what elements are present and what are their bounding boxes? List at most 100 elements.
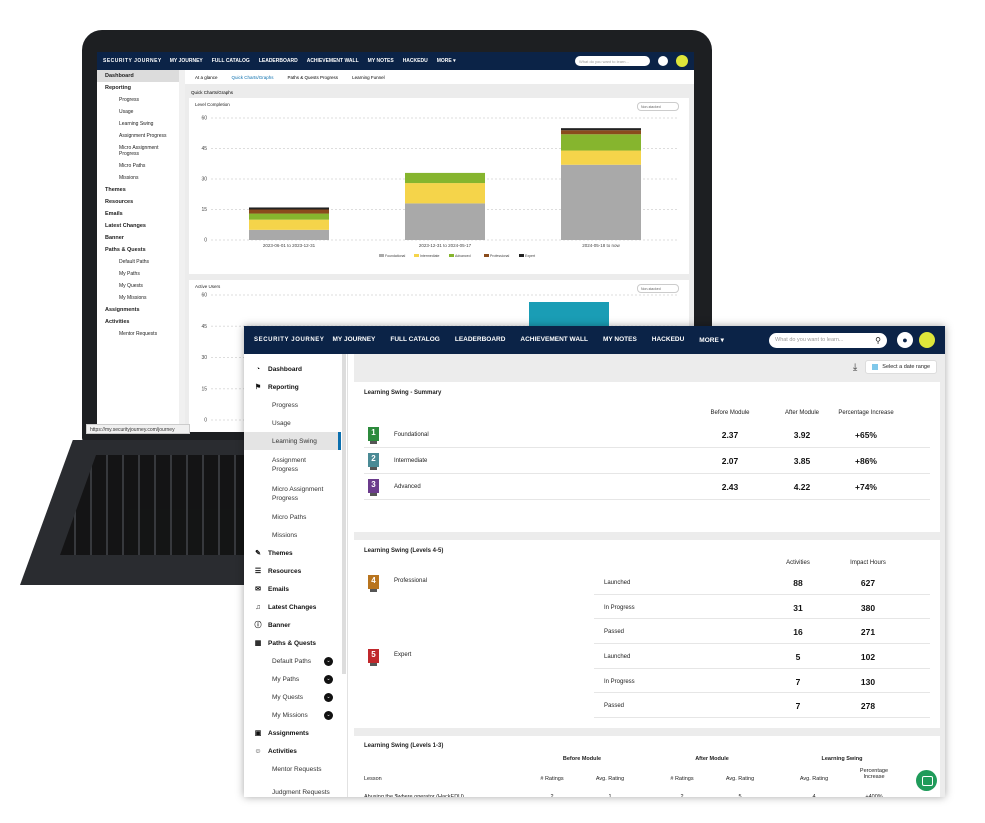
x-tick-label: 2023-06-01 to 2023-12-31 [263, 243, 316, 248]
level-completion-dropdown[interactable]: Non-stacked [637, 102, 679, 111]
laptop-sidebar-item[interactable]: Activities [105, 319, 130, 325]
summary-before: 2.07 [721, 456, 739, 466]
laptop-tab[interactable]: Learning Funnel [352, 74, 385, 80]
status-label: Launched [604, 654, 631, 660]
chevron-down-icon[interactable]: ⌄ [324, 656, 333, 666]
avatar[interactable] [919, 332, 935, 348]
laptop-logo[interactable]: SECURITY JOURNEY [103, 57, 162, 64]
laptop-sidebar-item[interactable]: Usage [119, 109, 134, 115]
laptop-nav-item[interactable]: ACHIEVEMENT WALL [306, 58, 359, 64]
sidebar-subitem[interactable]: Micro Paths [244, 508, 347, 526]
laptop-nav-item[interactable]: MY NOTES [367, 58, 394, 64]
laptop-sidebar-item[interactable]: Micro Assignment Progress [119, 145, 159, 157]
laptop-sidebar-item[interactable]: Assignment Progress [119, 133, 167, 139]
nav-item[interactable]: MORE ▾ [699, 337, 724, 344]
nav-item[interactable]: LEADERBOARD [454, 336, 506, 343]
date-range-button[interactable]: Select a date range [865, 360, 937, 374]
sidebar: ◔ Dashboard ⚑ Reporting Progress Usage Learnin… [244, 354, 348, 797]
sidebar-subitem[interactable]: Assignment Progress [244, 450, 347, 479]
sidebar-item[interactable]: ♫ Latest Changes [244, 598, 347, 616]
laptop-sidebar-item[interactable]: Reporting [105, 85, 131, 91]
search-icon[interactable]: ⚲ [875, 335, 881, 345]
sidebar-subitem[interactable]: Progress [244, 396, 347, 414]
nav-item[interactable]: MY JOURNEY [332, 336, 376, 343]
bell-icon[interactable]: ● [897, 332, 913, 348]
sidebar-subitem[interactable]: My Paths ⌄ [244, 670, 347, 688]
download-icon[interactable]: ⤓ [852, 361, 858, 373]
laptop-nav-item[interactable]: MY JOURNEY [169, 58, 203, 64]
sidebar-subitem[interactable]: Learning Swing [244, 432, 341, 450]
level-name: Intermediate [394, 458, 428, 464]
laptop-sidebar-item[interactable]: Resources [105, 199, 134, 205]
logo[interactable]: SECURITY JOURNEY [254, 337, 325, 343]
sidebar-item[interactable]: ▦ Paths & Quests [244, 634, 347, 652]
laptop-nav-item[interactable]: FULL CATALOG [211, 58, 250, 64]
laptop-sidebar-item[interactable]: Paths & Quests [105, 247, 146, 253]
laptop-nav-item[interactable]: HACKEDU [402, 58, 428, 64]
sidebar-subitem[interactable]: Micro Assignment Progress [244, 479, 347, 508]
laptop-avatar[interactable] [676, 55, 688, 67]
sidebar-item[interactable]: ▣ Assignments [244, 724, 347, 742]
laptop-nav-item[interactable]: MORE ▾ [436, 58, 456, 64]
laptop-nav-item[interactable]: LEADERBOARD [258, 58, 298, 64]
laptop-sidebar-item[interactable]: Progress [119, 97, 140, 103]
sidebar-item[interactable]: ✎ Themes [244, 544, 347, 562]
chevron-down-icon[interactable]: ⌄ [324, 674, 333, 684]
laptop-sidebar-item[interactable]: Learning Swing [119, 121, 154, 127]
sidebar-subitem[interactable]: Default Paths ⌄ [244, 652, 347, 670]
sidebar-subitem[interactable]: Mentor Requests [244, 760, 347, 778]
impact-hours-value: 102 [860, 652, 876, 662]
laptop-topnav: SECURITY JOURNEY MY JOURNEY FULL CATALOG L… [97, 52, 694, 70]
nav-item[interactable]: ACHIEVEMENT WALL [520, 336, 588, 343]
laptop-tab[interactable]: Quick Charts/Graphs [231, 74, 274, 80]
sidebar-item-label: Resources [268, 567, 302, 575]
laptop-sidebar-item[interactable]: Mentor Requests [119, 331, 158, 337]
laptop-sidebar-item[interactable]: Banner [105, 235, 124, 241]
sidebar-subitem[interactable]: Missions [244, 526, 347, 544]
laptop-sidebar-item[interactable]: Missions [119, 175, 139, 181]
laptop-sidebar-item[interactable]: My Quests [119, 283, 143, 289]
laptop-tab[interactable]: At a glance [195, 74, 218, 80]
laptop-sidebar-item[interactable]: Themes [105, 187, 126, 193]
nav-item[interactable]: MY NOTES [602, 336, 637, 343]
active-users-dropdown[interactable]: Non-stacked [637, 284, 679, 293]
sidebar-subitem[interactable]: Usage [244, 414, 347, 432]
laptop-sidebar-item[interactable]: Latest Changes [105, 223, 146, 229]
sidebar-item-label: Latest Changes [268, 603, 317, 611]
search-input[interactable]: What do you want to learn... ⚲ [769, 332, 887, 348]
nav-item[interactable]: FULL CATALOG [390, 336, 440, 343]
sidebar-item[interactable]: ◔ Dashboard [244, 360, 347, 378]
chevron-down-icon[interactable]: ⌄ [324, 692, 333, 702]
laptop-sidebar-item[interactable]: Default Paths [119, 259, 150, 265]
laptop-sidebar-item[interactable]: Emails [105, 211, 123, 217]
laptop-bell-icon[interactable] [658, 56, 668, 66]
bar-segment [405, 203, 485, 240]
level-name: Foundational [394, 432, 429, 438]
laptop-tab[interactable]: Paths & Quests Progress [287, 74, 339, 80]
sidebar-item[interactable]: ✉ Emails [244, 580, 347, 598]
laptop-sidebar-item[interactable]: My Paths [119, 271, 140, 277]
summary-after: 4.22 [793, 482, 811, 492]
laptop-search-input[interactable]: What do you want to learn... [575, 56, 650, 66]
bar-segment [561, 128, 641, 131]
bar-segment [249, 209, 329, 214]
sidebar-subitem[interactable]: My Quests ⌄ [244, 688, 347, 706]
chevron-down-icon[interactable]: ⌄ [324, 710, 333, 720]
laptop-sidebar-item[interactable]: My Missions [119, 295, 147, 301]
chat-icon[interactable] [916, 770, 937, 791]
laptop-sidebar-item[interactable]: Micro Paths [119, 163, 146, 169]
sidebar-item[interactable]: ⚑ Reporting [244, 378, 347, 396]
sidebar-item[interactable]: ☰ Resources [244, 562, 347, 580]
sidebar-scrollbar[interactable] [342, 354, 346, 674]
lesson-value: 5 [738, 794, 742, 797]
nav-item[interactable]: HACKEDU [651, 336, 685, 343]
sidebar-item[interactable]: ⓘ Banner [244, 616, 347, 634]
levels45-header: Activities [786, 560, 810, 566]
level-badge-icon: 3 [368, 479, 379, 496]
sidebar-item[interactable]: ☺ Activities [244, 742, 347, 760]
bar-segment [561, 130, 641, 135]
sidebar-subitem[interactable]: Judgment Requests [244, 778, 347, 797]
laptop-sidebar-item[interactable]: Dashboard [97, 70, 179, 82]
sidebar-subitem[interactable]: My Missions ⌄ [244, 706, 347, 724]
laptop-sidebar-item[interactable]: Assignments [105, 307, 140, 313]
